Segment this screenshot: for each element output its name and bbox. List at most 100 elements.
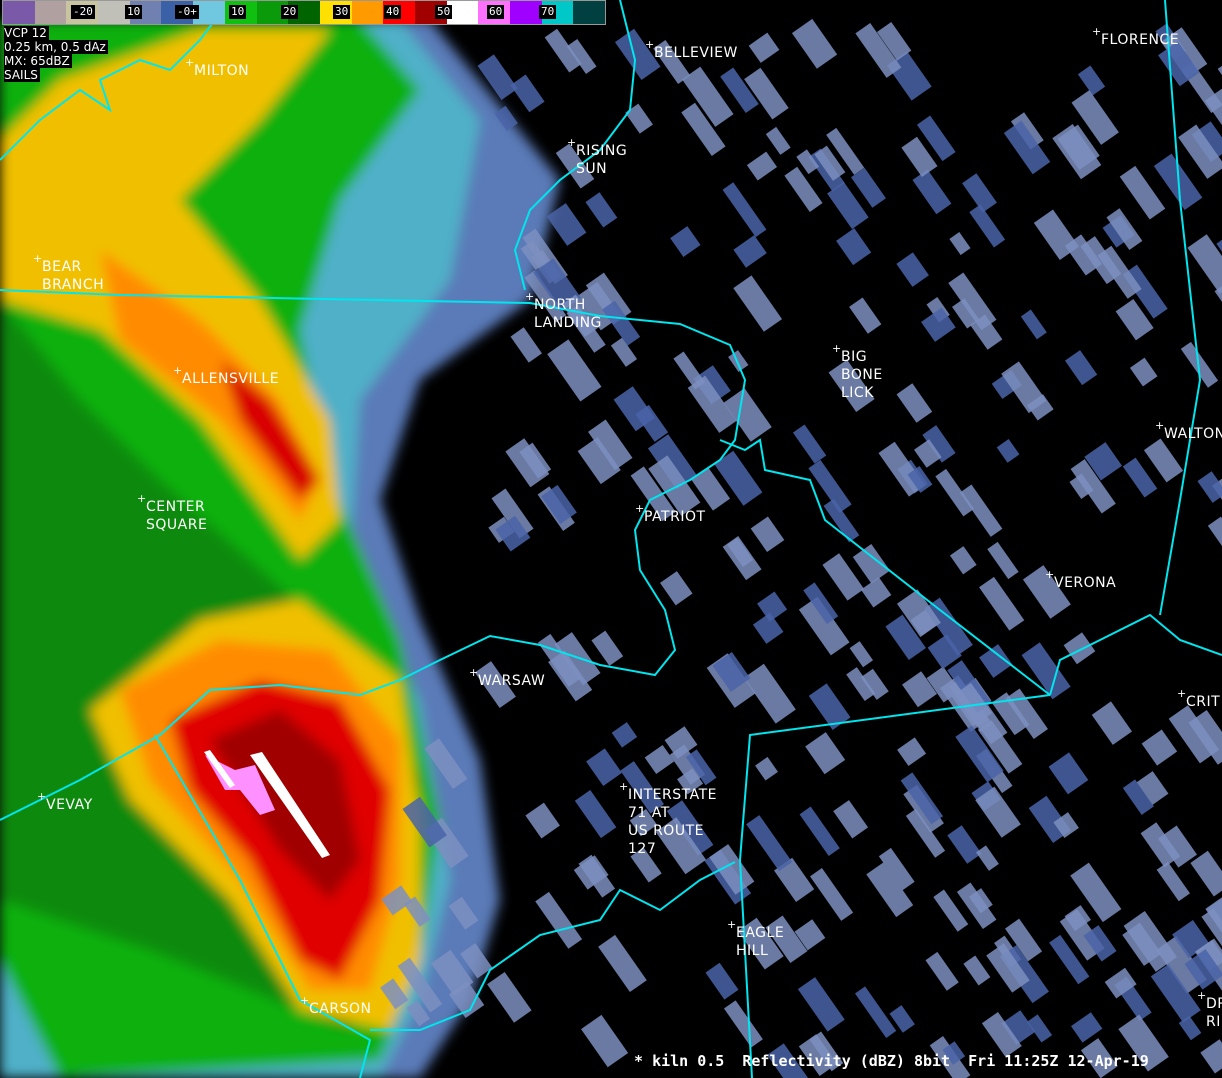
echo-cell <box>1136 771 1169 805</box>
city-marker-icon: + <box>1197 989 1207 1002</box>
color-swatch <box>256 1 289 24</box>
city-marker-icon: + <box>567 136 577 149</box>
city-label: + WALTON <box>1155 419 1222 443</box>
light-echo-cells <box>380 18 1222 1078</box>
echo-cell <box>720 67 759 114</box>
echo-cell <box>693 365 731 405</box>
county-line-3 <box>738 694 1051 1078</box>
scale-label: 40 <box>384 5 402 19</box>
echo-cell <box>752 612 784 644</box>
echo-cell <box>968 888 993 914</box>
echo-cell <box>833 800 869 839</box>
echo-cell <box>927 634 962 670</box>
echo-cell <box>614 28 661 80</box>
city-label: + WARSAW <box>469 666 545 690</box>
echo-cell <box>1119 165 1166 220</box>
echo-cell <box>1001 1010 1036 1045</box>
echo-cell <box>1184 949 1222 990</box>
color-swatch <box>573 1 606 24</box>
echo-cell <box>1156 861 1190 902</box>
echo-cell <box>977 720 1023 774</box>
county-line-5 <box>154 734 372 1078</box>
city-marker-icon: + <box>1092 25 1102 38</box>
city-marker-icon: + <box>469 666 479 679</box>
echo-cell <box>1020 309 1047 340</box>
echo-cell <box>660 571 693 606</box>
echo-cell <box>510 327 542 363</box>
city-label: + CENTER SQUARE <box>137 492 207 534</box>
echo-cell <box>986 943 1030 993</box>
echo-cell <box>955 725 1004 783</box>
echo-cell <box>598 934 647 993</box>
echo-cell <box>610 337 638 367</box>
city-name-line: CARSON <box>309 1001 372 1017</box>
echo-cell <box>797 977 845 1032</box>
echo-cell <box>727 537 754 568</box>
hail-core <box>204 750 330 858</box>
echo-cell <box>900 772 944 825</box>
city-label: + ALLENSVILLE <box>173 364 279 388</box>
echo-cell <box>836 228 872 266</box>
city-name-line: FLORENCE <box>1101 32 1180 48</box>
echo-cell <box>1070 459 1116 514</box>
city-name-line: HILL <box>736 943 769 959</box>
echo-cell <box>1048 752 1089 795</box>
echo-cell <box>784 166 823 212</box>
city-label: + VEVAY <box>37 790 93 814</box>
city-name-line: SUN <box>576 161 608 177</box>
echo-cell <box>959 484 1003 537</box>
scan-datetime: Fri 11:25Z 12-Apr-19 <box>968 1052 1149 1070</box>
echo-cell <box>1190 850 1222 897</box>
echo-cell <box>1001 361 1047 414</box>
city-label: + VERONA <box>1045 568 1116 592</box>
echo-cell <box>979 576 1025 631</box>
echo-cell <box>947 825 982 864</box>
echo-cell <box>767 1043 809 1078</box>
echo-cell <box>578 854 616 898</box>
echo-cell <box>431 949 474 996</box>
scale-label: 10 <box>125 5 143 19</box>
echo-cell <box>1201 908 1222 956</box>
echo-cell <box>949 546 977 575</box>
echo-cell <box>541 484 577 525</box>
echo-cell <box>495 515 531 552</box>
echo-cell <box>1077 65 1106 96</box>
echo-cell <box>723 388 772 442</box>
echo-cell <box>852 544 890 584</box>
scale-label: 30 <box>333 5 351 19</box>
echo-cell <box>991 692 1030 736</box>
echo-cell <box>562 294 599 338</box>
echo-cell <box>1140 822 1181 868</box>
echo-cell <box>448 981 485 1019</box>
echo-cell <box>987 541 1019 580</box>
echo-cell <box>397 957 443 1013</box>
echo-cell <box>629 808 658 837</box>
city-name-line: WALTON <box>1164 426 1222 442</box>
echo-cell <box>885 614 926 661</box>
echo-cell <box>525 802 560 839</box>
echo-cell <box>712 651 751 692</box>
color-swatch <box>3 1 35 24</box>
echo-cell <box>970 314 1003 350</box>
city-marker-icon: + <box>185 56 195 69</box>
echo-cell <box>1104 967 1137 999</box>
echo-cell <box>878 847 915 891</box>
echo-cell <box>876 21 912 61</box>
city-name-line: PATRIOT <box>644 509 706 525</box>
city-name-line: LICK <box>841 385 874 401</box>
echo-cell <box>602 300 641 346</box>
echo-cell <box>1141 729 1178 766</box>
reflectivity-echoes <box>0 20 560 1078</box>
city-label: + PATRIOT <box>635 502 706 526</box>
echo-cell <box>969 204 1006 248</box>
city-name-line: DR <box>1206 996 1222 1012</box>
echo-cell <box>714 450 763 506</box>
echo-cell <box>808 459 852 513</box>
echo-cell <box>1080 236 1122 285</box>
echo-cell <box>981 1011 1022 1058</box>
echo-cell <box>924 597 973 656</box>
echo-cell <box>547 339 602 402</box>
echo-cell <box>896 252 929 287</box>
color-swatch <box>510 1 542 24</box>
